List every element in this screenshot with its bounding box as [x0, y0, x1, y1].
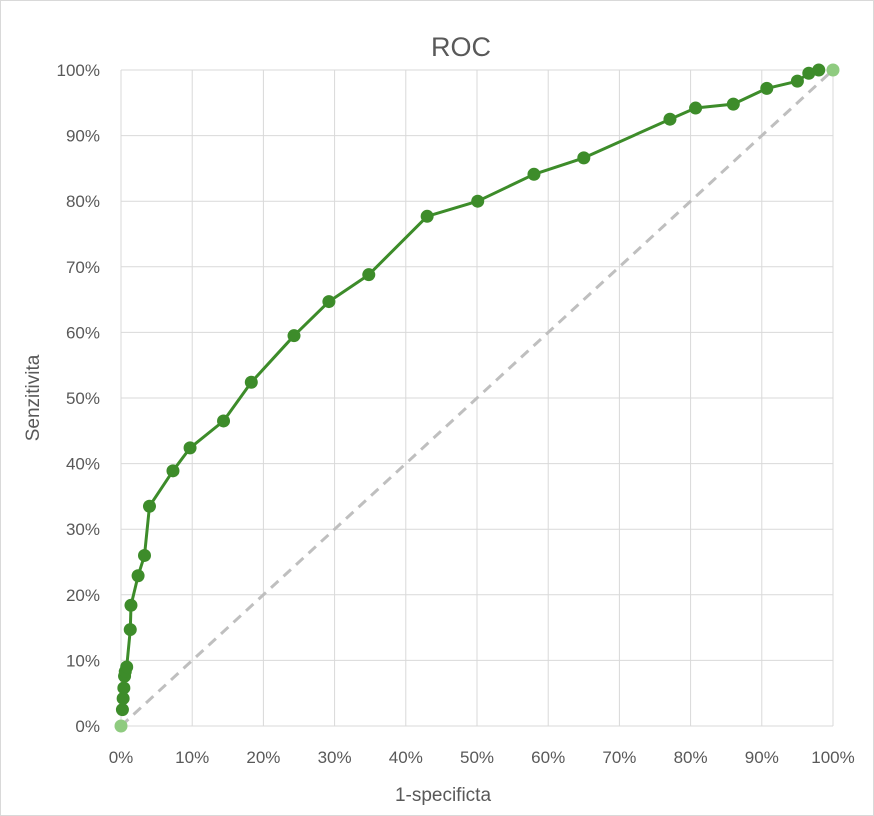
- x-tick-label: 0%: [109, 748, 134, 767]
- roc-point: [183, 441, 197, 455]
- roc-point: [166, 464, 180, 478]
- x-tick-label: 10%: [175, 748, 209, 767]
- roc-point: [116, 691, 130, 705]
- roc-point: [812, 63, 826, 77]
- y-tick-label: 20%: [66, 586, 100, 605]
- y-tick-label: 10%: [66, 651, 100, 670]
- x-tick-label: 50%: [460, 748, 494, 767]
- roc-point: [577, 151, 591, 165]
- y-tick-label: 90%: [66, 127, 100, 146]
- x-axis-title: 1-specificta: [395, 785, 492, 806]
- x-tick-label: 60%: [531, 748, 565, 767]
- roc-point: [471, 194, 485, 208]
- y-tick-label: 30%: [66, 520, 100, 539]
- roc-point: [131, 569, 145, 583]
- chart-title: ROC: [431, 32, 491, 62]
- roc-point: [117, 681, 131, 695]
- roc-point: [726, 97, 740, 111]
- roc-point: [322, 295, 336, 309]
- y-axis-tick-labels: 0% 10% 20% 30% 40% 50% 60% 70% 80% 90% 100%: [57, 61, 100, 736]
- diagonal-line: [119, 68, 835, 728]
- roc-point: [790, 74, 804, 88]
- x-tick-label: 20%: [246, 748, 280, 767]
- x-tick-label: 30%: [318, 748, 352, 767]
- roc-point: [142, 499, 156, 513]
- y-axis-title: Senzitivita: [23, 354, 44, 441]
- roc-point: [137, 548, 151, 562]
- x-tick-label: 100%: [811, 748, 854, 767]
- endpoint-point: [114, 719, 128, 733]
- gridlines: [120, 69, 834, 727]
- x-axis-tick-labels: 0% 10% 20% 30% 40% 50% 60% 70% 80% 90% 100%: [109, 748, 855, 767]
- x-tick-label: 80%: [674, 748, 708, 767]
- y-tick-label: 50%: [66, 389, 100, 408]
- roc-point: [115, 703, 129, 717]
- y-tick-label: 60%: [66, 323, 100, 342]
- x-tick-label: 40%: [389, 748, 423, 767]
- roc-point: [124, 598, 138, 612]
- roc-point: [527, 167, 541, 181]
- roc-point: [802, 66, 816, 80]
- x-tick-label: 90%: [745, 748, 779, 767]
- roc-point: [663, 112, 677, 126]
- y-tick-label: 100%: [57, 61, 100, 80]
- roc-point: [244, 375, 258, 389]
- roc-series: [114, 63, 840, 733]
- roc-point: [123, 623, 137, 637]
- roc-point: [120, 660, 134, 674]
- roc-line: [120, 68, 820, 710]
- y-tick-label: 70%: [66, 258, 100, 277]
- roc-point: [760, 81, 774, 95]
- y-tick-label: 0%: [75, 717, 100, 736]
- endpoint-point: [826, 63, 840, 77]
- y-tick-label: 80%: [66, 192, 100, 211]
- y-tick-label: 40%: [66, 455, 100, 474]
- roc-point: [362, 268, 376, 282]
- x-tick-label: 70%: [602, 748, 636, 767]
- diagonal-reference-line: [119, 68, 835, 728]
- roc-point: [420, 209, 434, 223]
- roc-point: [287, 329, 301, 343]
- roc-point: [689, 101, 703, 115]
- roc-point: [217, 414, 231, 428]
